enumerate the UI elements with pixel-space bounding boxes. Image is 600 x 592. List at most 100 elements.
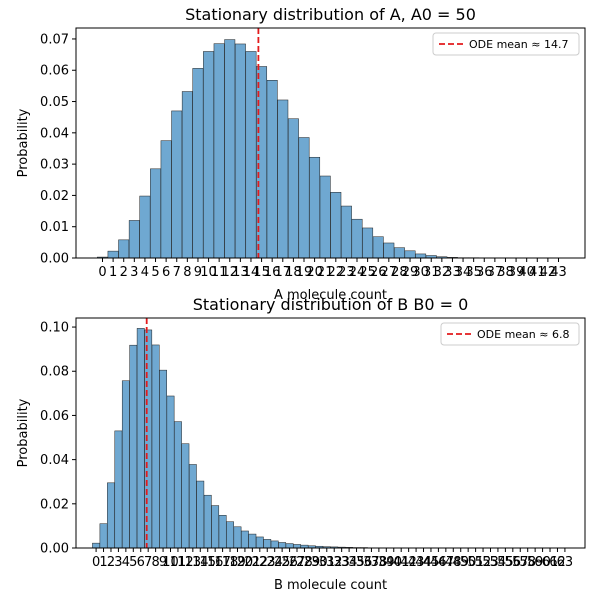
y-axis-label: Probability <box>16 108 31 177</box>
bar <box>241 530 249 549</box>
x-tick-label: 42 <box>540 265 557 280</box>
bar <box>151 344 160 549</box>
x-tick-label: 30 <box>311 555 328 570</box>
x-tick-label: 52 <box>475 555 492 570</box>
bar <box>255 536 264 549</box>
x-tick-label: 28 <box>296 555 313 570</box>
x-tick-label: 4 <box>141 265 149 280</box>
x-tick-label: 16 <box>207 555 224 570</box>
bar <box>139 195 151 259</box>
bar <box>224 39 236 259</box>
bar <box>362 227 374 259</box>
bar <box>181 443 190 549</box>
x-tick-label: 20 <box>237 555 254 570</box>
y-tick-label: 0.02 <box>40 189 69 204</box>
y-tick-label: 0.08 <box>40 365 69 380</box>
bar <box>270 540 279 549</box>
bar <box>278 542 287 549</box>
bar <box>203 51 215 259</box>
bar <box>114 430 123 549</box>
y-axis-ticks: 0.00 0.02 0.04 0.06 0.08 0.10 <box>40 321 76 557</box>
chart-panel-2: 0.000.020.040.060.080.100 1 2 3 4 5 6 7 8 9101112… <box>16 295 586 592</box>
x-tick-label: 44 <box>415 555 432 570</box>
bar <box>144 329 153 549</box>
bar <box>287 118 299 259</box>
x-tick-label: 35 <box>465 265 482 280</box>
bar <box>248 533 257 549</box>
x-tick-label: 36 <box>356 555 373 570</box>
x-tick-label: 53 <box>482 555 499 570</box>
bar <box>107 250 119 259</box>
x-tick-label: 19 <box>296 265 313 280</box>
x-tick-label: 8 <box>183 265 191 280</box>
y-tick-label: 0.07 <box>40 32 69 47</box>
x-tick-label: 9 <box>194 265 202 280</box>
x-tick-label: 60 <box>534 555 551 570</box>
y-tick-label: 0.03 <box>40 158 69 173</box>
y-tick-label: 0.00 <box>40 252 69 267</box>
bar <box>160 140 172 259</box>
x-tick-label: 21 <box>244 555 261 570</box>
y-tick-label: 0.00 <box>40 542 69 557</box>
y-tick-label: 0.01 <box>40 220 69 235</box>
chart-title: Stationary distribution of B B0 = 0 <box>193 295 469 314</box>
bars-1 <box>97 39 480 259</box>
x-tick-label: 55 <box>497 555 514 570</box>
bar <box>196 480 205 549</box>
x-tick-label: 36 <box>476 265 493 280</box>
x-tick-label: 5 <box>151 265 159 280</box>
x-tick-label: 22 <box>252 555 269 570</box>
legend: ODE mean ≈ 14.7 <box>432 32 580 56</box>
x-tick-label: 23 <box>259 555 276 570</box>
x-tick-label: 9 <box>159 555 167 570</box>
x-tick-label: 42 <box>400 555 417 570</box>
bar <box>277 99 289 259</box>
y-tick-label: 0.02 <box>40 497 69 512</box>
y-tick-label: 0.05 <box>40 95 69 110</box>
x-tick-label: 38 <box>371 555 388 570</box>
bar <box>226 521 234 549</box>
x-tick-label: 59 <box>527 555 544 570</box>
bar <box>383 242 395 259</box>
x-tick-label: 34 <box>341 555 358 570</box>
bar <box>192 68 204 259</box>
bar <box>393 247 405 259</box>
x-axis-ticks: 0 1 2 3 4 5 6 7 8 9101112131415161718192021222324… <box>98 258 567 280</box>
bar <box>404 250 416 259</box>
x-tick-label: 15 <box>199 555 216 570</box>
x-tick-label: 24 <box>266 555 283 570</box>
x-tick-label: 0 <box>98 265 106 280</box>
legend-box <box>432 32 580 56</box>
x-tick-label: 56 <box>505 555 522 570</box>
x-tick-label: 48 <box>445 555 462 570</box>
x-tick-label: 41 <box>393 555 410 570</box>
x-tick-label: 40 <box>518 265 535 280</box>
bar <box>298 137 310 259</box>
y-tick-label: 0.04 <box>40 126 69 141</box>
x-tick-label: 17 <box>275 265 292 280</box>
x-tick-label: 35 <box>348 555 365 570</box>
x-tick-label: 24 <box>349 265 366 280</box>
x-tick-label: 4 <box>122 555 130 570</box>
bar <box>293 544 301 549</box>
bar <box>309 156 321 259</box>
bars-2 <box>92 328 420 549</box>
bar <box>213 43 225 259</box>
bar <box>136 328 145 549</box>
bar <box>330 192 342 259</box>
x-tick-label: 51 <box>467 555 484 570</box>
x-tick-label: 14 <box>243 265 260 280</box>
bar <box>372 236 384 259</box>
x-tick-label: 2 <box>107 555 115 570</box>
x-tick-label: 25 <box>359 265 376 280</box>
x-tick-label: 6 <box>137 555 145 570</box>
chart-panel-1: 0.000.010.020.030.040.050.060.070 1 2 3 4 5 6 7… <box>16 5 586 303</box>
x-tick-label: 38 <box>497 265 514 280</box>
x-tick-label: 19 <box>229 555 246 570</box>
x-axis-label: B molecule count <box>274 578 387 592</box>
x-tick-label: 10 <box>162 555 179 570</box>
bar <box>171 110 183 259</box>
bar <box>285 543 294 549</box>
x-tick-label: 58 <box>519 555 536 570</box>
bar <box>99 523 108 549</box>
